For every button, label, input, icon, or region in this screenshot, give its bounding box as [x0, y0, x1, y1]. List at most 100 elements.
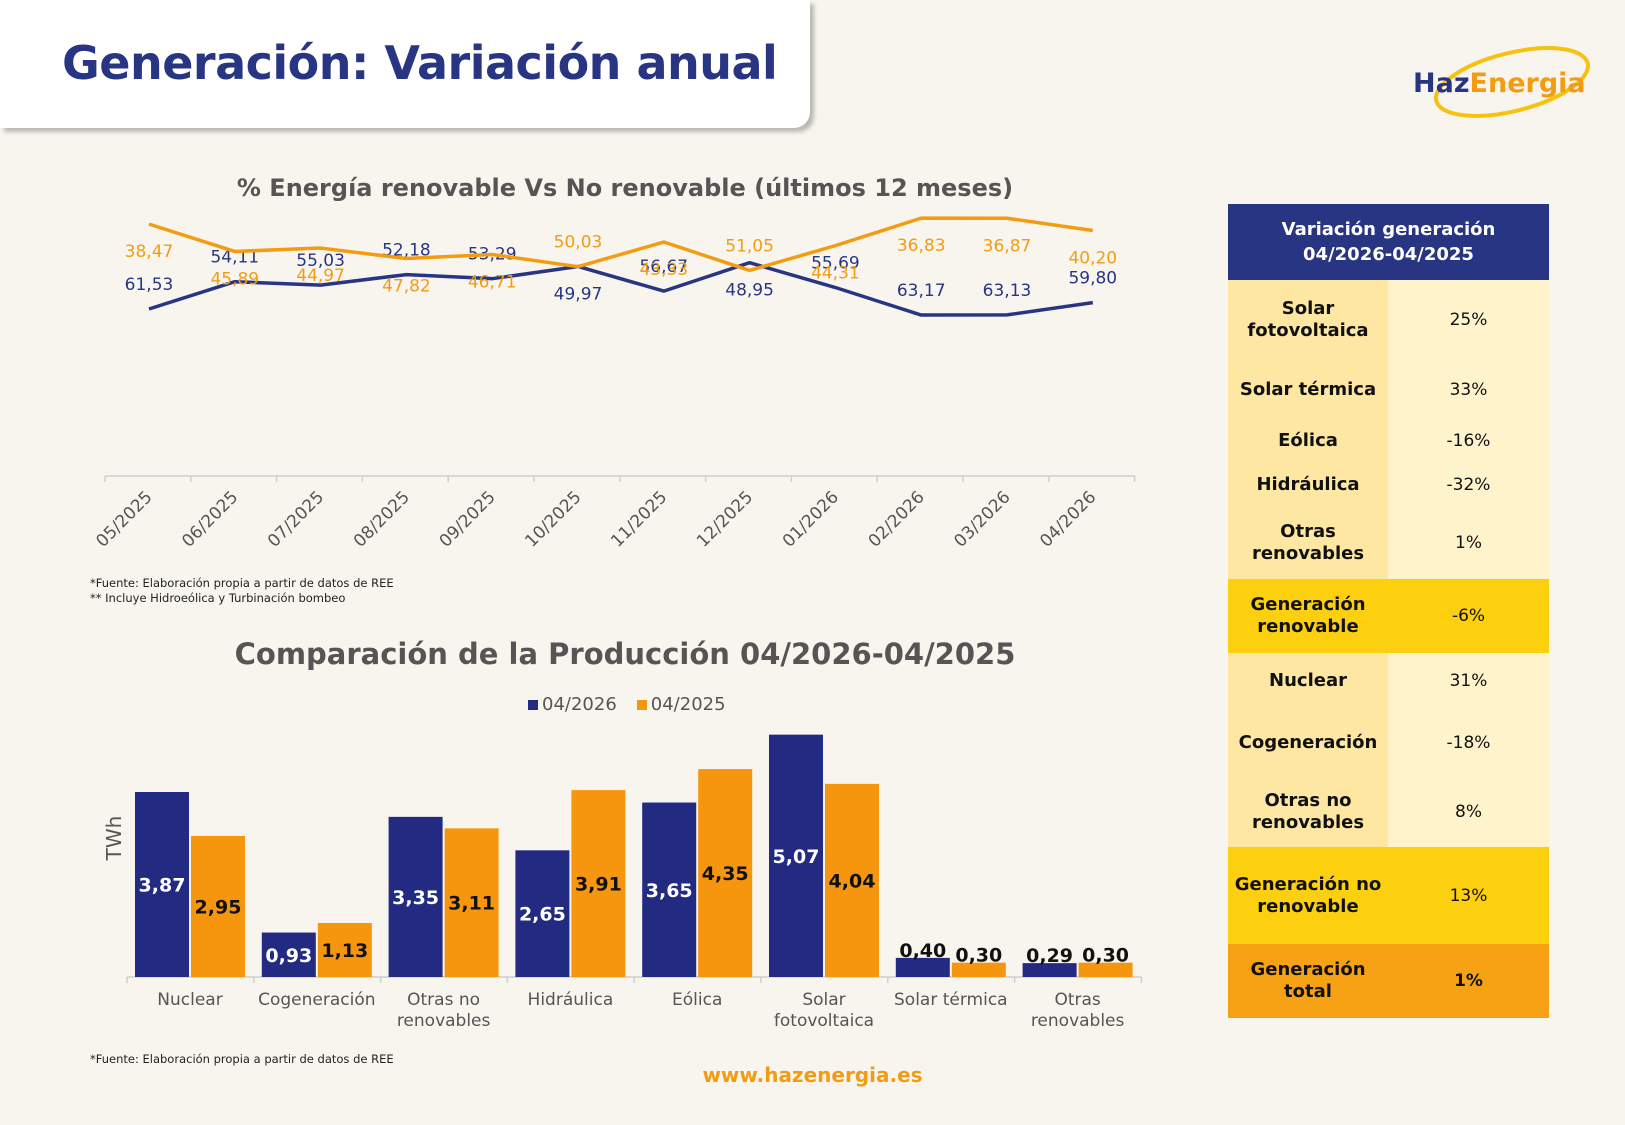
table-row-value: -6%	[1388, 579, 1549, 653]
line-data-label: 50,03	[554, 233, 603, 253]
table-row: Cogeneración -18%	[1228, 709, 1549, 777]
table-row-label-line: Hidráulica	[1256, 474, 1360, 495]
table-row: Hidráulica -32%	[1228, 463, 1549, 507]
legend-item-2026: 04/2026	[528, 694, 617, 715]
bar-category-label: Eólica	[672, 990, 722, 1010]
bar-source-note: *Fuente: Elaboración propia a partir de …	[90, 1052, 394, 1066]
bar-data-label: 2,95	[195, 896, 242, 918]
table-header-line1: Variación generación	[1281, 219, 1496, 240]
bar-2025	[571, 790, 626, 977]
bar-2026	[388, 816, 443, 977]
table-row-label-line: renovable	[1257, 616, 1359, 637]
bar-2025	[698, 769, 753, 977]
line-data-label: 48,95	[725, 281, 774, 301]
table-row-label: Generación no renovable	[1228, 847, 1388, 944]
variation-table: Variación generación 04/2026-04/2025 Sol…	[1228, 204, 1549, 1018]
bar-category-label: renovables	[1031, 1011, 1125, 1031]
table-row-label-line: Otras	[1280, 521, 1336, 542]
bar-category-label: fotovoltaica	[774, 1011, 874, 1031]
table-row-value: 25%	[1388, 280, 1549, 360]
line-data-label: 47,82	[382, 277, 431, 297]
table-row: Solar térmica 33%	[1228, 360, 1549, 419]
table-row-label-line: Nuclear	[1269, 670, 1347, 691]
table-row: Generación no renovable 13%	[1228, 847, 1549, 944]
bar-legend: 04/2026 04/2025	[528, 694, 726, 715]
hazenergia-logo: HazEnergia	[1413, 46, 1590, 118]
bar-data-label: 3,65	[646, 880, 693, 902]
line-data-label: 51,05	[725, 236, 774, 256]
table-row-label: Generación renovable	[1228, 579, 1388, 653]
table-row: Otras no renovables 8%	[1228, 777, 1549, 847]
line-footnote: ** Incluye Hidroeólica y Turbinación bom…	[90, 591, 346, 605]
bar-data-label: 5,07	[773, 846, 820, 868]
line-data-label: 36,87	[983, 236, 1032, 256]
table-row-label-line: renovables	[1251, 543, 1365, 564]
bar-data-label: 0,29	[1026, 945, 1073, 967]
table-header: Variación generación 04/2026-04/2025	[1228, 204, 1549, 280]
table-row-label: Generación total	[1228, 944, 1388, 1018]
page-title: Generación: Variación anual	[62, 36, 778, 90]
table-row-label-line: fotovoltaica	[1247, 320, 1369, 341]
table-row-label: Solar fotovoltaica	[1228, 280, 1388, 360]
bar-y-axis-label: TWh	[102, 816, 126, 862]
bar-category-label: Solar	[802, 990, 845, 1010]
table-row: Generación total 1%	[1228, 944, 1549, 1018]
table-row-label-line: Cogeneración	[1238, 732, 1378, 753]
title-panel: Generación: Variación anual	[0, 0, 810, 128]
bar-category-label: Otras	[1054, 990, 1100, 1010]
table-row-value: 31%	[1388, 653, 1549, 709]
line-data-label: 38,47	[125, 242, 174, 262]
table-row-value: -32%	[1388, 463, 1549, 507]
table-row-label: Otras no renovables	[1228, 777, 1388, 847]
line-data-label: 44,97	[296, 266, 345, 286]
bar-2026	[642, 802, 697, 977]
table-row: Otras renovables 1%	[1228, 507, 1549, 579]
website-link[interactable]: www.hazenergia.es	[702, 1063, 923, 1087]
bar-data-label: 0,93	[265, 945, 312, 967]
bar-data-label: 3,91	[575, 874, 622, 896]
bar-2025	[825, 783, 879, 977]
bar-data-label: 3,11	[448, 893, 495, 915]
line-data-label: 55,69	[811, 254, 860, 274]
table-row-label-line: Otras no	[1264, 790, 1352, 811]
logo-text-haz: Haz	[1413, 68, 1470, 99]
table-row-label-line: Solar térmica	[1239, 378, 1377, 400]
line-data-label: 43,33	[639, 260, 688, 280]
line-data-label: 55,03	[296, 251, 345, 271]
line-data-label: 63,17	[897, 281, 946, 301]
bar-2025	[317, 922, 372, 977]
bar-category-label: Nuclear	[157, 990, 222, 1010]
bar-category-label: Hidráulica	[528, 990, 614, 1010]
bar-2025	[444, 828, 499, 977]
bar-2026	[1022, 963, 1077, 977]
line-data-label: 61,53	[125, 275, 174, 295]
table-row-label-line: Eólica	[1278, 430, 1338, 451]
table-header-line2: 04/2026-04/2025	[1303, 244, 1474, 265]
bar-data-label: 1,13	[321, 940, 368, 962]
table-row-label: Eólica	[1228, 419, 1388, 463]
renewable-series-line	[148, 260, 1094, 317]
bar-category-label: renovables	[397, 1011, 491, 1031]
line-source-note: *Fuente: Elaboración propia a partir de …	[90, 576, 394, 590]
legend-swatch-2026	[528, 699, 538, 710]
bar-data-label: 0,30	[1082, 945, 1129, 967]
table-row-label: Otras renovables	[1228, 507, 1388, 579]
legend-label-2026: 04/2026	[542, 694, 617, 715]
table-row-label: Cogeneración	[1228, 709, 1388, 777]
bar-2026	[895, 957, 950, 977]
line-data-label: 40,20	[1068, 249, 1117, 269]
line-data-label: 44,31	[811, 264, 860, 284]
line-data-label: 56,67	[639, 257, 688, 277]
nonrenewable-series-line	[148, 216, 1094, 273]
legend-label-2025: 04/2025	[650, 694, 726, 715]
svg-text:HazEnergia: HazEnergia	[1413, 68, 1586, 99]
table-row-label-line: Solar	[1281, 298, 1335, 319]
bar-2025	[191, 835, 245, 977]
line-data-label: 46,71	[468, 272, 517, 292]
table-row-label-line: renovables	[1251, 812, 1365, 833]
table-row-value: 13%	[1388, 847, 1549, 944]
bar-data-label: 3,35	[392, 887, 439, 909]
bar-data-label: 2,65	[519, 904, 566, 926]
bar-data-label: 0,40	[899, 940, 946, 962]
